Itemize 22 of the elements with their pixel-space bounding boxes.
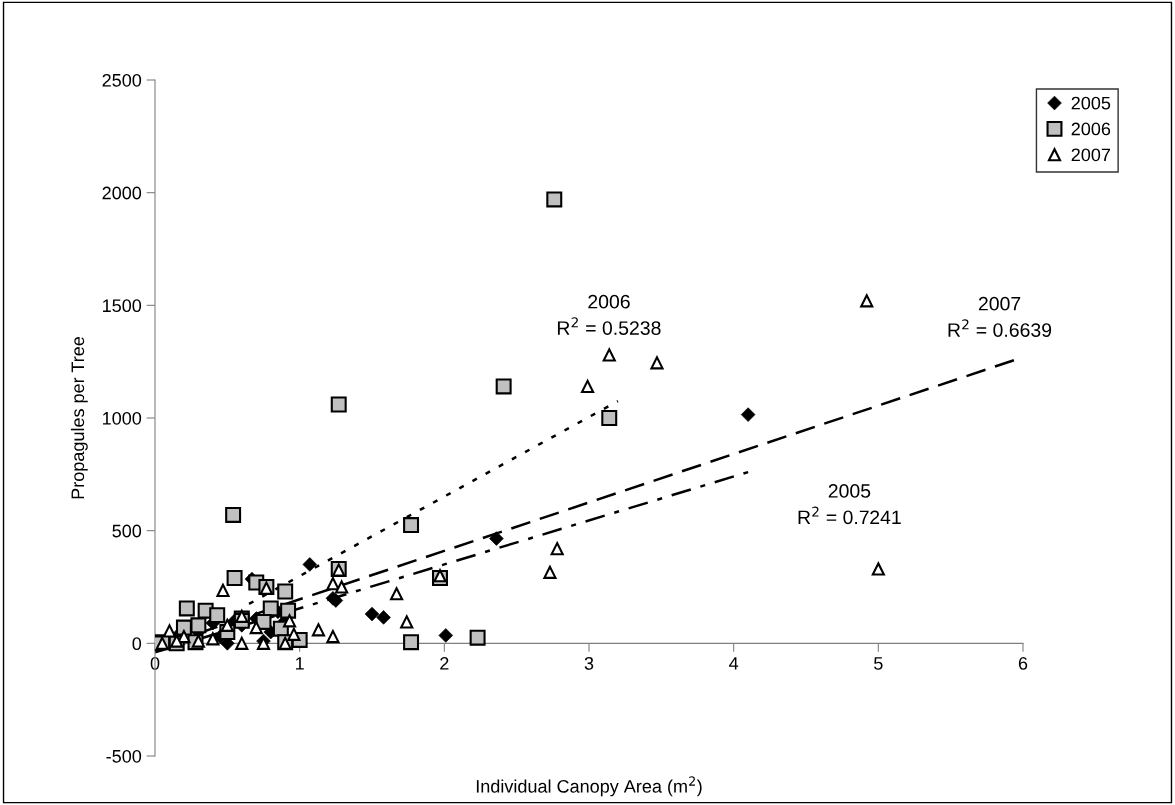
x-tick-label: 2: [440, 657, 449, 670]
y-tick-label: 1500: [103, 299, 142, 313]
legend-label: 2007: [1071, 148, 1111, 162]
x-axis-title: Individual Canopy Area (m$^{2}$): [476, 776, 702, 797]
y-axis-title: Propagules per Tree: [70, 336, 88, 499]
x-tick-label: 1: [296, 657, 304, 670]
x-tick-label: 4: [729, 657, 739, 670]
y-tick-label: 2500: [102, 73, 142, 87]
y-tick-label: 0: [132, 637, 142, 651]
y-tick-label: 2000: [102, 186, 142, 200]
x-tick-label: 5: [874, 657, 883, 670]
y-tick-label: 500: [112, 524, 142, 538]
legend-label: 2005: [1071, 96, 1111, 110]
x-tick-label: 0: [150, 657, 160, 670]
legend-label: 2006: [1071, 122, 1111, 136]
y-tick-label: -500: [106, 749, 142, 763]
annotation: 2007 R$^{2}$ = 0.6639: [948, 296, 1052, 337]
annotation: 2006 R$^{2}$ = 0.5238: [557, 294, 661, 335]
y-tick-label: 1000: [103, 411, 142, 425]
x-tick-label: 3: [584, 657, 594, 670]
annotation: 2005 R$^{2}$ = 0.7241: [798, 484, 901, 525]
x-tick-label: 6: [1018, 657, 1028, 670]
